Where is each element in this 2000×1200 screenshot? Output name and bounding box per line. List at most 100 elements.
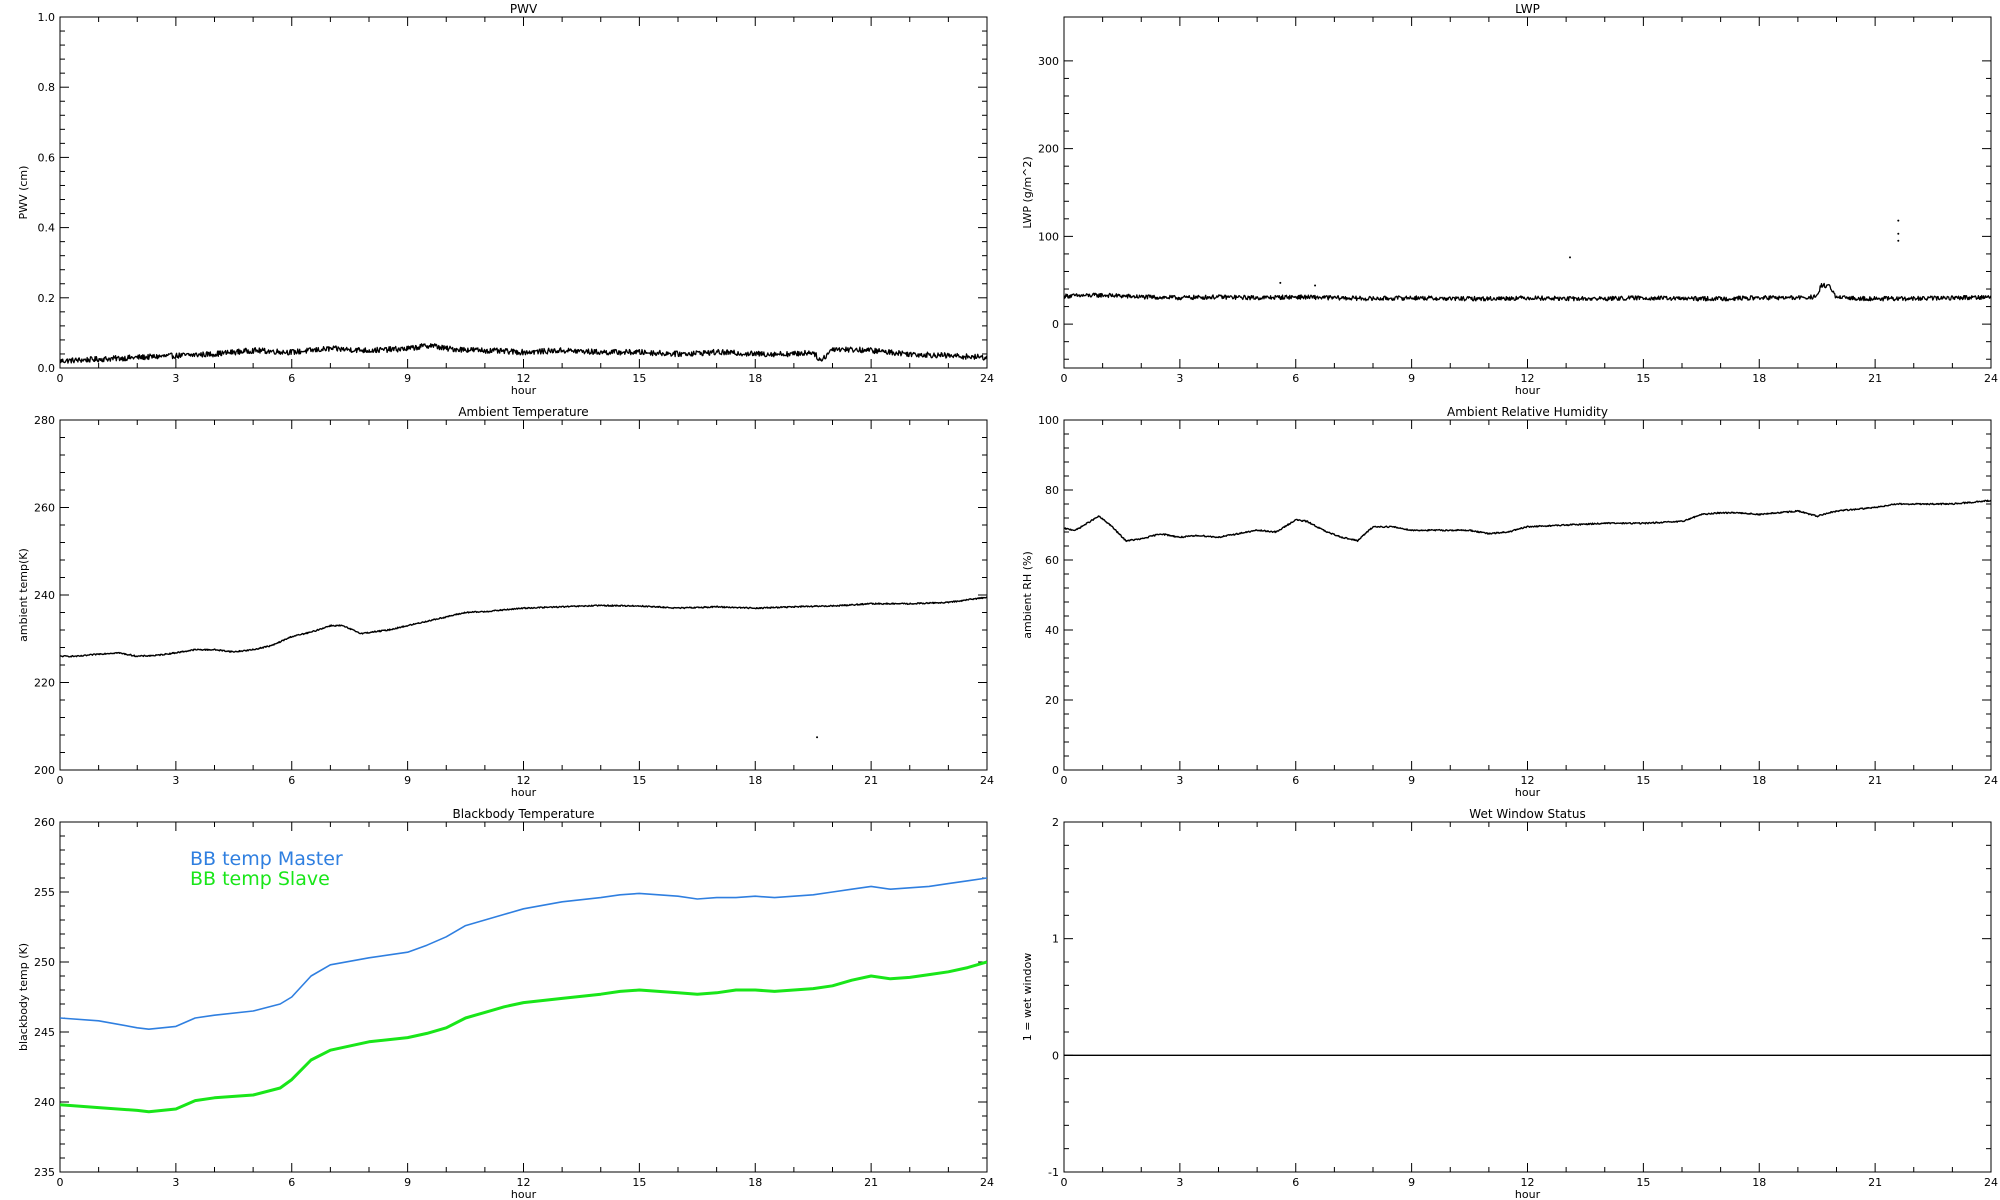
x-tick-label: 12 bbox=[517, 1176, 531, 1189]
x-tick-label: 3 bbox=[172, 774, 179, 787]
chart-title: Wet Window Status bbox=[1469, 807, 1585, 821]
y-tick-label: 60 bbox=[1045, 554, 1059, 567]
x-tick-label: 9 bbox=[1408, 1176, 1415, 1189]
x-axis-label: hour bbox=[1515, 384, 1541, 397]
x-tick-label: 18 bbox=[748, 1176, 762, 1189]
x-tick-label: 6 bbox=[288, 1176, 295, 1189]
data-point bbox=[1897, 239, 1900, 242]
x-tick-label: 15 bbox=[632, 774, 646, 787]
chart-panel-2: LWP 0 3 6 9 12 15 18 21 24 hour 0 100 200 300 LWP (g/m^… bbox=[1021, 2, 1998, 397]
y-tick-label: 0.4 bbox=[38, 222, 56, 235]
x-tick-label: 6 bbox=[288, 774, 295, 787]
x-tick-label: 0 bbox=[1061, 774, 1068, 787]
x-tick-label: 15 bbox=[632, 1176, 646, 1189]
y-tick-label: 1 bbox=[1052, 933, 1059, 946]
y-tick-label: 260 bbox=[34, 502, 55, 515]
x-tick-label: 18 bbox=[1752, 774, 1766, 787]
x-tick-label: 18 bbox=[748, 774, 762, 787]
chart-panel-1: PWV 0 3 6 9 12 15 18 21 24 hour 0.0 0.2 0.4 0.6 0.8 1.0 P… bbox=[17, 2, 994, 397]
data-point bbox=[1314, 284, 1317, 287]
y-axis-label: 1 = wet window bbox=[1021, 953, 1034, 1042]
y-tick-label: 2 bbox=[1052, 816, 1059, 829]
y-tick-label: 80 bbox=[1045, 484, 1059, 497]
x-tick-label: 9 bbox=[1408, 774, 1415, 787]
x-tick-label: 21 bbox=[864, 1176, 878, 1189]
x-tick-label: 15 bbox=[1636, 372, 1650, 385]
x-tick-label: 6 bbox=[1292, 774, 1299, 787]
chart-panel-5: Blackbody Temperature 0 3 6 9 12 15 18 21 24 hour 2… bbox=[17, 807, 994, 1200]
chart-panel-4: Ambient Relative Humidity 0 3 6 9 12 15 18 21 24 h… bbox=[1021, 405, 1998, 799]
x-tick-label: 21 bbox=[864, 372, 878, 385]
data-point bbox=[1568, 256, 1571, 259]
y-tick-label: 0.6 bbox=[38, 151, 56, 164]
x-axis-label: hour bbox=[511, 1188, 537, 1200]
y-tick-label: 260 bbox=[34, 816, 55, 829]
x-tick-label: 15 bbox=[1636, 1176, 1650, 1189]
series-line-1 bbox=[60, 596, 987, 658]
x-tick-label: 24 bbox=[980, 372, 994, 385]
x-tick-label: 9 bbox=[404, 1176, 411, 1189]
x-tick-label: 0 bbox=[1061, 1176, 1068, 1189]
x-tick-label: 21 bbox=[1868, 372, 1882, 385]
x-tick-label: 15 bbox=[1636, 774, 1650, 787]
data-point bbox=[1897, 232, 1900, 235]
y-tick-label: 300 bbox=[1038, 55, 1059, 68]
y-axis-label: ambient temp(K) bbox=[17, 548, 30, 642]
x-tick-label: 12 bbox=[1521, 774, 1535, 787]
x-tick-label: 21 bbox=[1868, 774, 1882, 787]
y-tick-label: 0.2 bbox=[38, 292, 56, 305]
y-tick-label: 280 bbox=[34, 414, 55, 427]
y-tick-label: 255 bbox=[34, 886, 55, 899]
chart-title: PWV bbox=[510, 2, 538, 16]
data-point bbox=[1279, 281, 1282, 284]
x-tick-label: 9 bbox=[404, 774, 411, 787]
y-tick-label: 0.8 bbox=[38, 81, 56, 94]
series-line-2 bbox=[60, 960, 987, 1114]
data-point bbox=[1897, 219, 1900, 222]
y-tick-label: 240 bbox=[34, 589, 55, 602]
y-axis-label: PWV (cm) bbox=[17, 166, 30, 220]
series-line-1 bbox=[60, 877, 987, 1030]
x-axis-label: hour bbox=[511, 786, 537, 799]
chart-title: Ambient Relative Humidity bbox=[1447, 405, 1608, 419]
x-tick-label: 6 bbox=[288, 372, 295, 385]
y-tick-label: 0.0 bbox=[38, 362, 56, 375]
x-axis-label: hour bbox=[511, 384, 537, 397]
y-axis-label: LWP (g/m^2) bbox=[1021, 156, 1034, 228]
series-line-1 bbox=[60, 343, 987, 364]
y-tick-label: 20 bbox=[1045, 694, 1059, 707]
x-tick-label: 0 bbox=[57, 1176, 64, 1189]
y-tick-label: 220 bbox=[34, 677, 55, 690]
y-tick-label: 40 bbox=[1045, 624, 1059, 637]
y-tick-label: 250 bbox=[34, 956, 55, 969]
legend-entry: BB temp Slave bbox=[190, 868, 330, 890]
x-tick-label: 3 bbox=[172, 1176, 179, 1189]
x-tick-label: 15 bbox=[632, 372, 646, 385]
x-tick-label: 12 bbox=[517, 774, 531, 787]
x-axis-label: hour bbox=[1515, 786, 1541, 799]
x-tick-label: 24 bbox=[980, 1176, 994, 1189]
x-tick-label: 24 bbox=[1984, 1176, 1998, 1189]
legend-entry: BB temp Master bbox=[190, 848, 343, 870]
y-tick-label: 200 bbox=[34, 764, 55, 777]
x-tick-label: 3 bbox=[1176, 372, 1183, 385]
x-tick-label: 0 bbox=[1061, 372, 1068, 385]
chart-title: LWP bbox=[1515, 2, 1540, 16]
x-tick-label: 18 bbox=[748, 372, 762, 385]
x-tick-label: 0 bbox=[57, 372, 64, 385]
y-tick-label: 0 bbox=[1052, 318, 1059, 331]
x-tick-label: 12 bbox=[1521, 372, 1535, 385]
chart-title: Blackbody Temperature bbox=[453, 807, 595, 821]
x-tick-label: 24 bbox=[980, 774, 994, 787]
x-tick-label: 21 bbox=[1868, 1176, 1882, 1189]
x-axis-label: hour bbox=[1515, 1188, 1541, 1200]
chart-panel-3: Ambient Temperature 0 3 6 9 12 15 18 21 24 hour 200… bbox=[17, 405, 994, 799]
y-tick-label: 235 bbox=[34, 1166, 55, 1179]
x-tick-label: 6 bbox=[1292, 1176, 1299, 1189]
y-tick-label: 200 bbox=[1038, 143, 1059, 156]
x-tick-label: 18 bbox=[1752, 372, 1766, 385]
x-tick-label: 9 bbox=[404, 372, 411, 385]
x-tick-label: 24 bbox=[1984, 372, 1998, 385]
y-axis-label: blackbody temp (K) bbox=[17, 943, 30, 1051]
